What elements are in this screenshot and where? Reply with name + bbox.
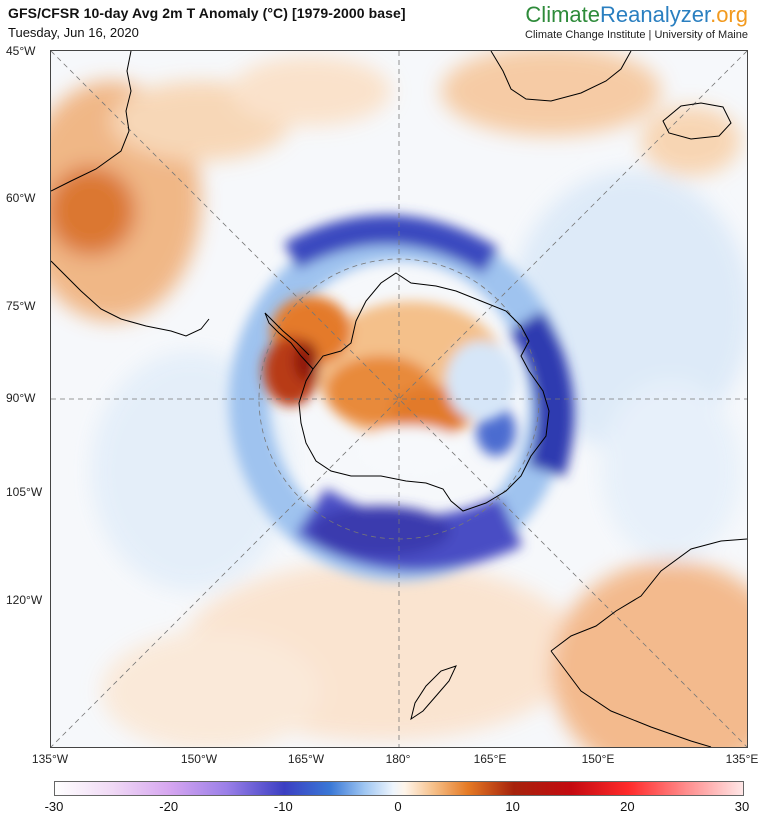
lon-label-165w: 165°W <box>287 752 325 766</box>
lat-label-45w: 45°W <box>6 44 36 58</box>
anomaly-field <box>51 51 747 747</box>
brand-part3: .org <box>710 2 748 27</box>
lat-label-60w: 60°W <box>6 191 36 205</box>
australia-coast <box>550 538 747 747</box>
colorbar-tick-label: 10 <box>505 799 520 814</box>
africa-coast <box>490 51 632 102</box>
lon-label-135e: 135°E <box>725 752 759 766</box>
peninsula-coast <box>264 312 314 370</box>
lon-label-165e: 165°E <box>473 752 507 766</box>
colorbar-tick-label: 30 <box>734 799 750 814</box>
south-america-coast <box>51 51 210 337</box>
map-date: Tuesday, Jun 16, 2020 <box>8 25 139 40</box>
colorbar-gradient <box>55 782 743 795</box>
colorbar-tick-label: -30 <box>44 799 64 814</box>
institution-subtitle: Climate Change Institute | University of… <box>525 29 748 41</box>
colorbar-tick-label: -10 <box>273 799 293 814</box>
lon-label-135w: 135°W <box>31 752 69 766</box>
lat-label-120w: 120°W <box>6 593 43 607</box>
graticule <box>51 51 747 747</box>
new-zealand-coast <box>410 665 457 721</box>
lon-label-150e: 150°E <box>581 752 615 766</box>
antarctica-coast <box>298 272 550 512</box>
madagascar-coast <box>662 102 732 140</box>
colorbar <box>54 781 744 796</box>
lat-label-75w: 75°W <box>6 299 36 313</box>
lon-label-180: 180° <box>385 752 411 766</box>
brand-part2: Reanalyzer <box>600 2 711 27</box>
colorbar-tick-label: 0 <box>394 799 402 814</box>
brand-logo[interactable]: ClimateReanalyzer.org <box>525 2 748 28</box>
map-canvas <box>51 51 747 747</box>
map-title: GFS/CFSR 10-day Avg 2m T Anomaly (°C) [1… <box>8 5 406 21</box>
coastlines <box>51 51 747 747</box>
colorbar-tick-label: -20 <box>159 799 179 814</box>
anomaly-map <box>50 50 748 748</box>
colorbar-tick-label: 20 <box>620 799 635 814</box>
lon-label-150w: 150°W <box>180 752 218 766</box>
brand-part1: Climate <box>525 2 600 27</box>
lat-label-105w: 105°W <box>6 485 43 499</box>
lat-label-90w: 90°W <box>6 391 36 405</box>
